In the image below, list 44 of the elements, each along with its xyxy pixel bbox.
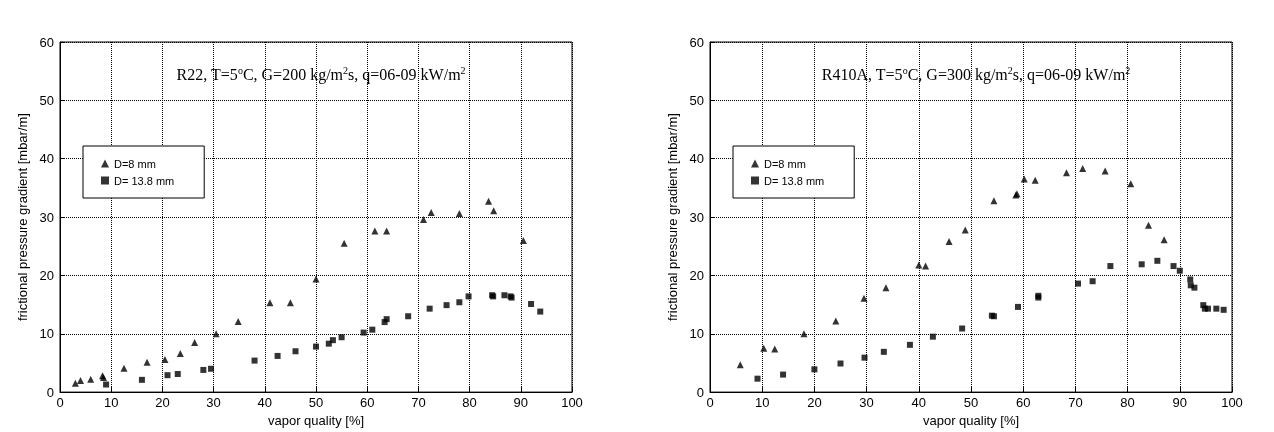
legend-label: D=8 mm (114, 157, 156, 170)
x-tick-label: 40 (257, 395, 273, 411)
x-tick-label: 50 (308, 395, 324, 411)
y-tick-label: 0 (46, 384, 54, 400)
x-tick-label: 0 (706, 395, 714, 411)
legend-label: D= 13.8 mm (114, 174, 175, 187)
x-tick-label: 30 (206, 395, 221, 411)
legend-label: D= 13.8 mm (764, 174, 825, 187)
x-tick-label: 50 (963, 395, 979, 411)
x-tick-label: 70 (411, 395, 426, 411)
y-axis-title: frictional pressure gradient [mbar/m] (664, 113, 680, 322)
x-tick-label: 100 (1221, 395, 1243, 411)
x-tick-label: 10 (103, 395, 119, 411)
y-tick-label: 50 (39, 92, 54, 108)
y-tick-label: 30 (39, 209, 54, 225)
x-tick-label: 40 (911, 395, 927, 411)
x-tick-label: 60 (1015, 395, 1031, 411)
x-tick-label: 80 (462, 395, 477, 411)
x-tick-label: 80 (1120, 395, 1135, 411)
x-tick-label: 20 (155, 395, 170, 411)
x-tick-label: 10 (754, 395, 770, 411)
x-tick-label: 90 (1172, 395, 1188, 411)
x-tick-label: 60 (359, 395, 375, 411)
y-tick-label: 60 (39, 34, 54, 50)
x-tick-label: 0 (56, 395, 64, 411)
x-tick-label: 20 (807, 395, 822, 411)
y-tick-label: 40 (39, 151, 54, 167)
x-tick-label: 30 (859, 395, 874, 411)
x-tick-label: 70 (1068, 395, 1083, 411)
legend-label: D=8 mm (764, 157, 806, 170)
x-axis-title: vapor quality [%] (267, 413, 365, 428)
y-tick-label: 40 (689, 151, 704, 167)
y-tick-label: 30 (689, 209, 704, 225)
y-tick-label: 10 (689, 326, 704, 342)
x-axis-title: vapor quality [%] (922, 413, 1020, 428)
y-tick-label: 20 (689, 267, 704, 283)
y-tick-label: 50 (689, 92, 704, 108)
y-axis-title: frictional pressure gradient [mbar/m] (14, 113, 30, 322)
y-tick-label: 60 (689, 34, 704, 50)
y-tick-label: 10 (39, 326, 54, 342)
x-tick-label: 100 (561, 395, 583, 411)
y-tick-label: 0 (696, 384, 704, 400)
y-tick-label: 20 (39, 267, 54, 283)
x-tick-label: 90 (513, 395, 529, 411)
